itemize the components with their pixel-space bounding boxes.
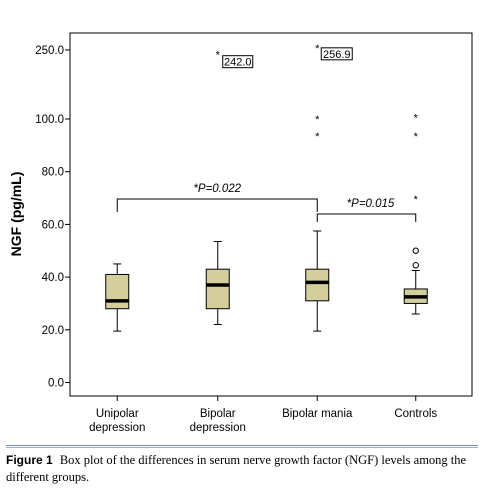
- figure-caption-text: Box plot of the differences in serum ner…: [6, 453, 466, 484]
- significance-label: *P=0.022: [193, 183, 241, 195]
- caption-divider-secondary: [6, 447, 478, 448]
- figure-label: Figure 1: [6, 453, 53, 467]
- extreme-point: *: [315, 131, 320, 143]
- value-label: 256.9: [323, 49, 351, 61]
- iqr-box: [106, 274, 129, 308]
- y-tick-label: 100.0: [35, 114, 64, 126]
- outlier-point: [413, 248, 418, 253]
- y-tick-label: 0.0: [48, 378, 64, 390]
- extreme-point: *: [315, 43, 320, 55]
- significance-bracket: [117, 199, 317, 212]
- extreme-point: *: [414, 131, 419, 143]
- outlier-point: [413, 263, 418, 268]
- extreme-point: *: [216, 50, 221, 62]
- significance-label: *P=0.015: [347, 198, 395, 210]
- y-tick-label: 80.0: [42, 167, 64, 179]
- extreme-point: *: [414, 194, 419, 206]
- caption-divider: [6, 445, 478, 446]
- x-tick-label: Bipolar: [200, 408, 236, 420]
- y-tick-label: 60.0: [42, 219, 64, 231]
- x-tick-label: Unipolar: [96, 408, 139, 420]
- significance-bracket: [317, 214, 416, 222]
- y-axis-label: NGF (pg/mL): [8, 172, 24, 257]
- figure-caption: Figure 1 Box plot of the differences in …: [6, 452, 480, 486]
- extreme-point: *: [414, 113, 419, 125]
- y-tick-label: 250.0: [35, 45, 64, 57]
- x-tick-label: depression: [89, 422, 145, 434]
- x-tick-label: Bipolar mania: [282, 408, 353, 420]
- x-tick-label: depression: [190, 422, 246, 434]
- value-label: 242.0: [224, 57, 252, 69]
- iqr-box: [306, 269, 329, 301]
- y-tick-label: 20.0: [42, 325, 64, 337]
- x-tick-label: Controls: [394, 408, 437, 420]
- extreme-point: *: [315, 114, 320, 126]
- box-plot: 0.0 20.0 40.0 60.0 80.0 100.0 250.0 NGF (pg/mL)…: [0, 0, 484, 445]
- y-tick-label: 40.0: [42, 272, 64, 284]
- iqr-box: [206, 269, 229, 309]
